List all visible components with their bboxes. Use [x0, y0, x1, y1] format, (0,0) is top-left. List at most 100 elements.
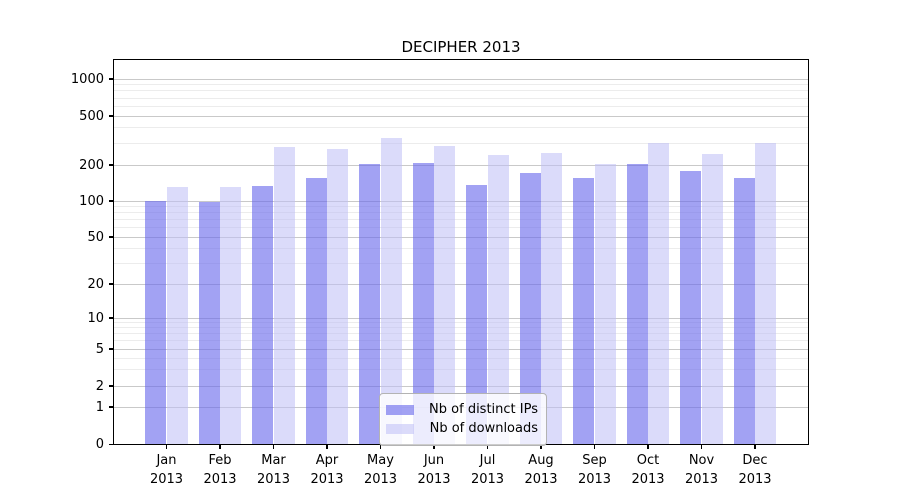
- gridline-minor: [114, 127, 808, 129]
- gridline-minor: [114, 219, 808, 221]
- legend-swatch-downloads: [386, 423, 414, 434]
- y-tick: [108, 115, 113, 117]
- x-tick: [647, 444, 649, 449]
- x-tick: [219, 444, 221, 449]
- bar-nb-of-downloads: [434, 146, 456, 445]
- gridline-minor: [114, 97, 808, 99]
- gridline-major: [114, 164, 808, 166]
- gridline-minor: [114, 212, 808, 214]
- y-tick: [108, 283, 113, 285]
- y-tick: [108, 200, 113, 202]
- x-tick-label: Sep 2013: [577, 453, 612, 487]
- y-tick-label: 200: [79, 157, 104, 173]
- bar-nb-of-distinct-ips: [466, 185, 488, 445]
- x-tick: [700, 444, 703, 449]
- gridline-major: [114, 348, 808, 350]
- y-tick-label: 1: [95, 399, 104, 415]
- y-tick: [108, 348, 113, 350]
- gridline-minor: [114, 322, 808, 324]
- gridline-major: [114, 385, 808, 387]
- gridline-minor: [114, 333, 808, 335]
- y-tick: [108, 317, 113, 319]
- x-tick: [754, 444, 756, 449]
- gridline-minor: [114, 84, 808, 86]
- gridline-major: [114, 200, 808, 202]
- x-tick-label: Jun 2013: [417, 453, 451, 487]
- bar-nb-of-distinct-ips: [145, 201, 167, 445]
- x-tick-label: Mar 2013: [256, 453, 291, 487]
- bar-nb-of-downloads: [220, 187, 242, 445]
- x-tick-label: Feb 2013: [203, 453, 237, 487]
- gridline-major: [114, 283, 808, 285]
- gridline-minor: [114, 357, 808, 359]
- legend-label: Nb of distinct IPs: [429, 402, 538, 417]
- bar-nb-of-distinct-ips: [573, 178, 595, 445]
- bar-nb-of-downloads: [594, 163, 616, 445]
- x-tick-label: Nov 2013: [684, 453, 719, 487]
- y-tick: [108, 164, 113, 166]
- gridline-minor: [114, 142, 808, 144]
- x-tick-label: May 2013: [363, 453, 398, 487]
- bar-nb-of-downloads: [166, 187, 188, 445]
- gridline-major: [114, 78, 808, 80]
- x-tick-label: Jul 2013: [470, 453, 505, 487]
- y-tick-label: 20: [87, 276, 104, 292]
- y-tick: [108, 236, 113, 238]
- gridline-major: [114, 236, 808, 238]
- bar-nb-of-downloads: [273, 147, 295, 445]
- y-tick-label: 5: [95, 341, 104, 357]
- x-tick-label: Oct 2013: [631, 453, 665, 487]
- x-tick: [326, 444, 328, 449]
- bar-nb-of-distinct-ips: [198, 202, 220, 445]
- legend: Nb of distinct IPs Nb of downloads: [379, 393, 547, 446]
- gridline-major: [114, 317, 808, 319]
- bar-nb-of-downloads: [327, 149, 349, 445]
- bar-nb-of-distinct-ips: [359, 163, 381, 445]
- gridline-minor: [114, 227, 808, 229]
- x-tick: [272, 444, 275, 449]
- y-tick: [108, 443, 113, 446]
- bar-nb-of-distinct-ips: [680, 171, 702, 445]
- x-tick: [165, 444, 168, 449]
- bar-nb-of-downloads: [487, 155, 509, 445]
- bar-nb-of-downloads: [541, 153, 563, 445]
- bar-nb-of-distinct-ips: [519, 172, 541, 445]
- legend-item: Nb of downloads: [386, 419, 538, 438]
- y-tick: [108, 385, 113, 387]
- y-tick-label: 500: [79, 108, 104, 124]
- gridline-minor: [114, 340, 808, 342]
- x-tick: [486, 444, 489, 449]
- y-tick: [108, 78, 113, 80]
- x-tick: [540, 444, 542, 449]
- x-tick-label: Aug 2013: [524, 453, 558, 487]
- bar-nb-of-distinct-ips: [626, 163, 648, 445]
- gridline-minor: [114, 205, 808, 207]
- gridline-minor: [114, 262, 808, 264]
- bar-nb-of-downloads: [380, 138, 402, 445]
- bar-nb-of-distinct-ips: [412, 163, 434, 445]
- gridline-minor: [114, 90, 808, 92]
- legend-label: Nb of downloads: [429, 421, 538, 436]
- gridline-minor: [114, 369, 808, 371]
- gridline-minor: [114, 105, 808, 107]
- x-tick-label: Jan 2013: [149, 453, 184, 487]
- y-tick-label: 10: [87, 310, 104, 326]
- legend-swatch-distinct-ips: [386, 404, 414, 415]
- bar-nb-of-downloads: [648, 143, 670, 445]
- x-tick: [433, 444, 435, 449]
- y-tick: [108, 406, 113, 408]
- x-tick-label: Dec 2013: [738, 453, 772, 487]
- legend-item: Nb of distinct IPs: [386, 400, 538, 419]
- y-tick-label: 50: [87, 229, 104, 245]
- y-tick-label: 2: [95, 378, 104, 394]
- bar-nb-of-distinct-ips: [305, 178, 327, 445]
- x-tick-label: Apr 2013: [310, 453, 344, 487]
- gridline-minor: [114, 327, 808, 329]
- x-tick: [379, 444, 382, 449]
- gridline-minor: [114, 247, 808, 249]
- bar-nb-of-downloads: [755, 143, 777, 445]
- bar-nb-of-distinct-ips: [733, 178, 755, 445]
- y-tick-label: 0: [95, 437, 104, 452]
- bar-nb-of-distinct-ips: [252, 185, 274, 445]
